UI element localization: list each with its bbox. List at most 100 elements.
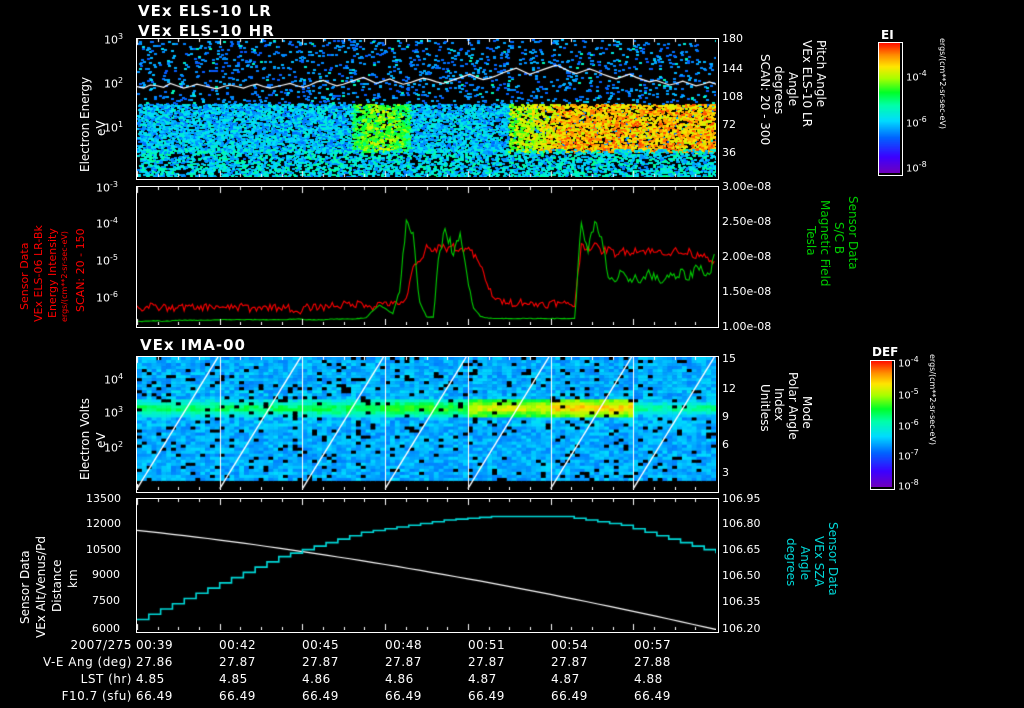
- panel3-colorbar: [870, 360, 895, 490]
- bottom-cell-time-1: 00:42: [219, 638, 257, 652]
- panel3-plot[interactable]: [136, 356, 719, 493]
- panel4-ytick-13500: 13500: [86, 492, 121, 505]
- panel2-ytick-m6: 10-6: [96, 290, 118, 305]
- panel2-y2tick-3: 2.00e-08: [722, 250, 772, 263]
- panel4-y2tick-2: 106.80: [722, 517, 761, 530]
- bottom-cell-lst-1: 4.85: [219, 672, 248, 686]
- bottom-cell-veang-2: 27.87: [302, 655, 339, 669]
- panel4-y2label-angle: Angle: [798, 546, 812, 581]
- panel2-ytick-m3: 10-3: [96, 180, 118, 195]
- bottom-cell-veang-5: 27.87: [551, 655, 588, 669]
- panel3-y2label-mode: Mode: [800, 396, 814, 429]
- panel1-y2tick-144: 144: [722, 62, 743, 75]
- panel3-y2label-index: Index: [772, 388, 786, 422]
- bottom-cell-time-3: 00:48: [385, 638, 423, 652]
- bottom-cell-veang-0: 27.86: [136, 655, 173, 669]
- panel2-ylabel-intensity: Energy Intensity: [46, 228, 59, 318]
- panel3-y2label-unitless: Unitless: [758, 384, 772, 432]
- panel4-y2tick-5: 106.35: [722, 595, 761, 608]
- panel2-ytick-m5: 10-5: [96, 253, 118, 268]
- panel3-y2tick-15: 15: [722, 352, 736, 365]
- panel2-y2tick-1: 3.00e-08: [722, 180, 772, 193]
- panel1-y2tick-108: 108: [722, 90, 743, 103]
- panel4-ylabel-sensor: Sensor Data: [18, 550, 32, 624]
- panel4-ytick-12000: 12000: [86, 517, 121, 530]
- panel4-ylabel-distance: Distance: [50, 559, 64, 612]
- panel3-ytick-4: 104: [104, 372, 124, 387]
- bottom-row-label-veang: V-E Ang (deg): [43, 655, 132, 669]
- panel4-y2tick-4: 106.50: [722, 569, 761, 582]
- panel3-y2tick-3: 3: [722, 466, 729, 479]
- panel3-colorbar-tick-2: 10-5: [898, 387, 919, 402]
- bottom-row-label-date: 2007/275: [70, 638, 132, 652]
- panel4-y2tick-1: 106.95: [722, 492, 761, 505]
- panel2-y2label-sensor: Sensor Data: [846, 196, 860, 270]
- panel3-colorbar-tick-4: 10-7: [898, 448, 919, 463]
- panel3-title: VEx IMA-00: [140, 336, 246, 354]
- panel3-colorbar-tick-1: 10-4: [898, 355, 919, 370]
- panel1-ytick-1: 101: [104, 120, 124, 135]
- panel1-colorbar-title: EI: [881, 28, 894, 42]
- panel1-title-hr: VEx ELS-10 HR: [138, 22, 275, 40]
- panel3-ytick-2: 102: [104, 440, 124, 455]
- panel1-y2tick-36: 36: [722, 146, 736, 159]
- bottom-cell-f107-0: 66.49: [136, 689, 173, 703]
- bottom-cell-veang-3: 27.87: [385, 655, 422, 669]
- bottom-cell-f107-2: 66.49: [302, 689, 339, 703]
- panel2-y2label-scb: S/C B: [832, 222, 846, 255]
- panel1-ytick-3: 103: [104, 32, 124, 47]
- panel2-ylabel-els06: VEx ELS-06 LR-Bk: [32, 225, 45, 322]
- panel1-y2label-line1: Pitch Angle: [814, 40, 828, 108]
- panel2-y2label-field: Magnetic Field: [818, 200, 832, 287]
- panel3-colorbar-unit: ergs/(cm**2-sr-sec-eV): [928, 354, 937, 446]
- bottom-cell-time-2: 00:45: [302, 638, 340, 652]
- bottom-cell-time-4: 00:51: [468, 638, 506, 652]
- panel1-colorbar-tick-1: 10-4: [906, 69, 927, 84]
- panel3-canvas: [137, 357, 716, 490]
- panel3-y2tick-9: 9: [722, 410, 729, 423]
- bottom-cell-lst-3: 4.86: [385, 672, 414, 686]
- panel4-y2tick-6: 106.20: [722, 622, 761, 635]
- panel2-ytick-m4: 10-4: [96, 216, 118, 231]
- panel3-ytick-3: 103: [104, 405, 124, 420]
- bottom-cell-f107-3: 66.49: [385, 689, 422, 703]
- bottom-cell-f107-4: 66.49: [468, 689, 505, 703]
- panel4-ylabel-km: km: [66, 569, 80, 588]
- panel4-y2label-degrees: degrees: [784, 538, 798, 587]
- panel3-colorbar-title: DEF: [872, 345, 899, 359]
- bottom-cell-lst-0: 4.85: [136, 672, 165, 686]
- panel2-y2tick-2: 2.50e-08: [722, 215, 772, 228]
- panel3-colorbar-tick-3: 10-6: [898, 418, 919, 433]
- bottom-cell-veang-6: 27.88: [634, 655, 671, 669]
- panel1-y2label-line3: Angle: [786, 72, 800, 107]
- panel1-plot[interactable]: [136, 38, 719, 180]
- panel1-colorbar-unit: ergs/(cm**2-sr-sec-eV): [938, 38, 947, 130]
- panel1-colorbar-tick-2: 10-6: [906, 115, 927, 130]
- panel1-colorbar: [878, 42, 903, 176]
- bottom-cell-lst-4: 4.87: [468, 672, 497, 686]
- panel1-ylabel-line1: Electron Energy: [78, 76, 92, 172]
- panel2-ylabel-unit: ergs/(cm**2-sr-sec-eV): [60, 230, 69, 322]
- panel4-y2tick-3: 106.65: [722, 543, 761, 556]
- panel2-canvas: [137, 187, 716, 325]
- panel4-y2label-sensor: Sensor Data: [826, 522, 840, 596]
- panel1-y2tick-180: 180: [722, 32, 743, 45]
- panel3-y2label-polar: Polar Angle: [786, 372, 800, 440]
- bottom-row-label-f107: F10.7 (sfu): [61, 689, 132, 703]
- panel4-plot[interactable]: [136, 498, 719, 633]
- panel3-y2tick-12: 12: [722, 382, 736, 395]
- panel1-y2label-scan: SCAN: 20 - 300: [758, 54, 772, 146]
- panel2-plot[interactable]: [136, 186, 719, 328]
- panel4-y2label-sza: VEx SZA: [812, 536, 826, 587]
- panel1-canvas: [137, 39, 716, 177]
- panel1-colorbar-tick-3: 10-8: [906, 160, 927, 175]
- panel3-colorbar-tick-5: 10-8: [898, 478, 919, 493]
- panel2-y2tick-4: 1.50e-08: [722, 285, 772, 298]
- panel1-ytick-2: 102: [104, 76, 124, 91]
- panel3-ylabel-line1: Electron Volts: [78, 398, 92, 480]
- bottom-cell-time-6: 00:57: [634, 638, 672, 652]
- panel2-ylabel-sensor: Sensor Data: [18, 242, 31, 310]
- panel1-title-lr: VEx ELS-10 LR: [138, 2, 272, 20]
- panel4-ytick-7500: 7500: [92, 594, 120, 607]
- panel1-y2label-line2: VEx ELS-10 LR: [800, 40, 814, 128]
